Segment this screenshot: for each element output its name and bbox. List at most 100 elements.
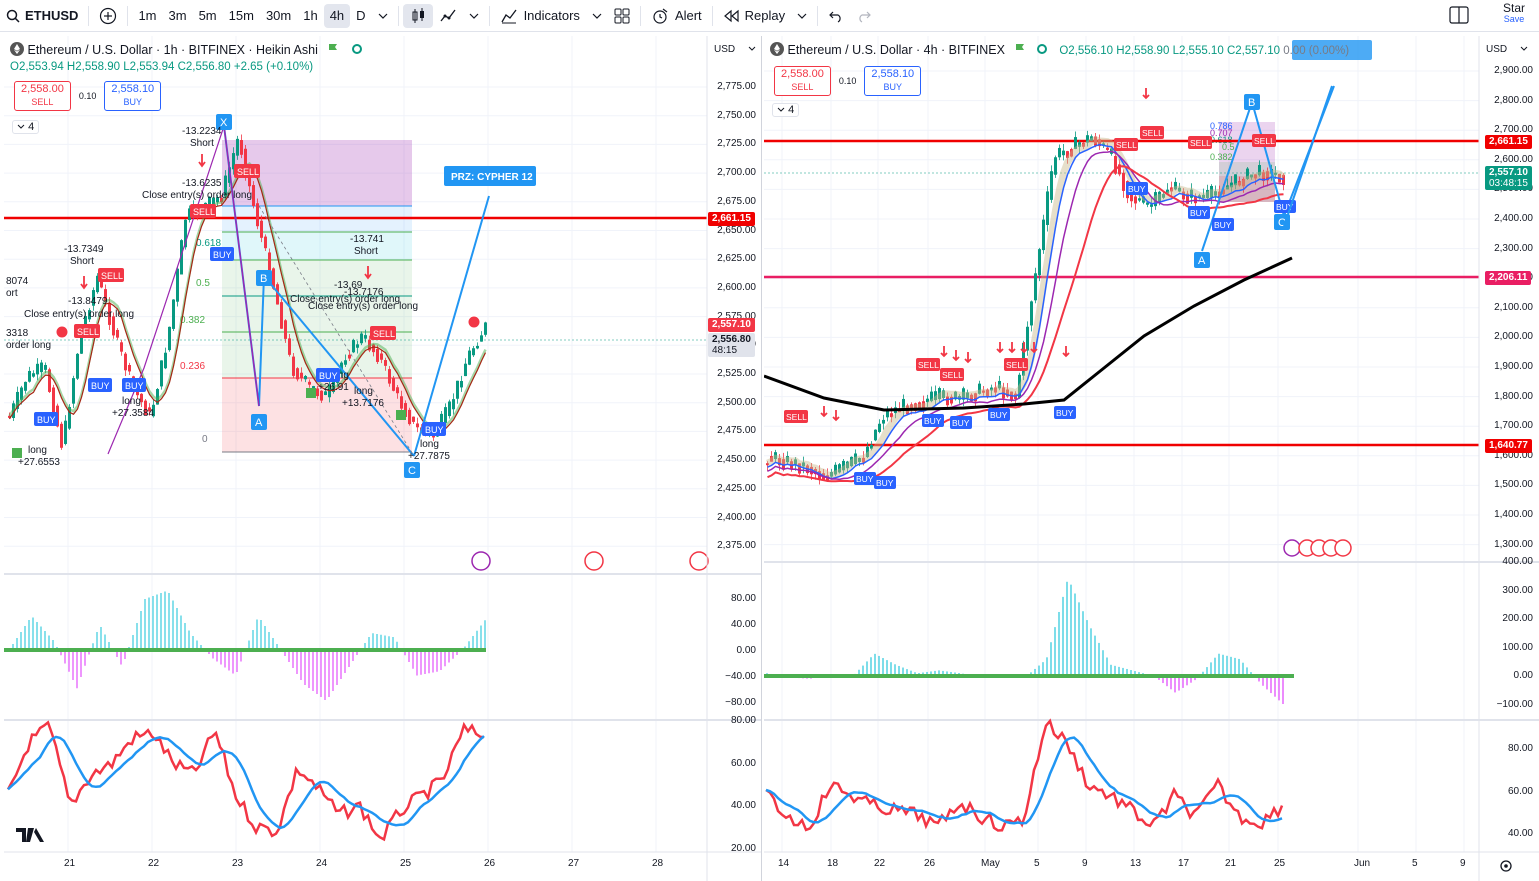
candle: [124, 353, 127, 371]
interval-D[interactable]: D: [350, 0, 371, 32]
flag-icon[interactable]: [1014, 43, 1026, 55]
price-tick: 2,700.00: [1494, 124, 1533, 136]
candle: [922, 401, 925, 408]
histogram-bar: [28, 620, 30, 650]
indicators-dropdown[interactable]: [586, 0, 608, 32]
compare-button[interactable]: [93, 0, 123, 32]
histogram-bar: [412, 650, 414, 669]
candle: [256, 203, 259, 227]
chart-type-candles-button[interactable]: [402, 3, 433, 28]
candle: [1174, 181, 1177, 190]
left-time-axis[interactable]: 21 22 23 24 25 26 27 28: [4, 858, 707, 878]
histogram-bar: [292, 650, 294, 668]
left-chart-canvas[interactable]: 0.618 0.5 0.382 0.236 0 X A B C PRZ: CYP…: [4, 36, 762, 881]
buy-button[interactable]: 2,558.10 BUY: [864, 66, 922, 96]
chart-type-dropdown[interactable]: [463, 0, 485, 32]
sell-button[interactable]: 2,558.00 SELL: [774, 66, 831, 96]
price-tick: 2,375.00: [717, 540, 756, 552]
interval-dropdown[interactable]: [372, 0, 394, 32]
save-button[interactable]: Star Save: [1503, 2, 1525, 25]
candle: [140, 393, 143, 403]
interval-1h[interactable]: 1h: [297, 0, 323, 32]
pattern-point-c[interactable]: C: [404, 462, 420, 478]
support-price-tag: 2,206.11: [1485, 271, 1532, 285]
histogram-bar: [284, 650, 286, 656]
svg-text:PRZ: CYPHER 12: PRZ: CYPHER 12: [451, 172, 533, 183]
annotation: order long: [6, 340, 51, 351]
right-time-axis[interactable]: 14 18 22 26 May 5 9 13 17 21 25 Jun 5 9: [764, 858, 1479, 878]
candle: [850, 456, 853, 467]
candle: [830, 472, 833, 477]
pattern-point-a[interactable]: A: [251, 414, 267, 430]
alert-button[interactable]: Alert: [645, 0, 708, 32]
prz-label[interactable]: PRZ: CYPHER 12: [444, 166, 536, 186]
pattern-point-b[interactable]: B: [1244, 94, 1260, 110]
histogram-bar: [480, 625, 482, 650]
candle: [1122, 172, 1125, 191]
currency-selector[interactable]: USD: [1486, 44, 1528, 55]
templates-button[interactable]: [608, 0, 636, 32]
fullscreen-button[interactable]: [1449, 6, 1469, 27]
histogram-bar: [84, 650, 86, 666]
candle: [1058, 147, 1061, 158]
candle: [1090, 136, 1093, 141]
redo-button[interactable]: [850, 0, 878, 32]
undo-button[interactable]: [822, 0, 850, 32]
replay-dropdown[interactable]: [791, 0, 813, 32]
chart-type-line-button[interactable]: [433, 0, 463, 32]
event-icons[interactable]: [471, 551, 709, 571]
indicator-toggle[interactable]: 4: [12, 120, 40, 134]
candle: [1262, 172, 1265, 181]
right-chart-canvas[interactable]: 0.786 0.707 0.618 0.5 0.382 A B C SELLSE…: [764, 36, 1539, 881]
replay-button[interactable]: Replay: [717, 0, 791, 32]
indicator-toggle[interactable]: 4: [772, 103, 800, 117]
indicators-button[interactable]: Indicators: [494, 0, 586, 32]
candle: [108, 302, 111, 325]
candle: [448, 401, 451, 417]
interval-4h[interactable]: 4h: [323, 3, 351, 28]
annotation: long: [28, 445, 47, 456]
left-trade-panel: 2,558.00 SELL 0.10 2,558.10 BUY: [14, 81, 162, 111]
left-chart-pane[interactable]: 0.618 0.5 0.382 0.236 0 X A B C PRZ: CYP…: [4, 36, 762, 881]
buy-button[interactable]: 2,558.10 BUY: [104, 81, 162, 111]
price-tick: 2,600.00: [717, 281, 756, 293]
rsi-line: [6, 720, 485, 842]
currency-selector[interactable]: USD: [714, 44, 756, 55]
interval-1m[interactable]: 1m: [132, 0, 162, 32]
indicator-count: 4: [788, 104, 795, 116]
interval-3m[interactable]: 3m: [163, 0, 193, 32]
price-tick: 80.00: [730, 593, 756, 604]
histogram-bar: [68, 650, 70, 672]
candle: [316, 388, 319, 397]
left-price-axis[interactable]: 2,775.00 2,750.00 2,725.00 2,700.00 2,675.00…: [707, 36, 761, 881]
candle: [28, 370, 31, 382]
right-chart-legend[interactable]: Ethereum / U.S. Dollar · 4h · BITFINEX O…: [770, 42, 1349, 57]
event-icons[interactable]: [1283, 539, 1352, 557]
left-chart-legend[interactable]: Ethereum / U.S. Dollar · 1h · BITFINEX ·…: [10, 42, 363, 57]
prz-label-partial[interactable]: [1292, 40, 1372, 60]
time-tick: Jun: [1354, 858, 1371, 869]
right-price-axis[interactable]: 2,900.002,800.002,700.002,600.002,500.00…: [1479, 36, 1539, 881]
candle: [72, 378, 75, 404]
histogram-bar: [1270, 676, 1272, 694]
sell-button[interactable]: 2,558.00 SELL: [14, 81, 71, 111]
pattern-point-b[interactable]: B: [256, 270, 272, 286]
candle: [910, 404, 913, 410]
pattern-point-x[interactable]: X: [216, 114, 232, 130]
histogram-bar: [92, 643, 94, 650]
histogram-bar: [1034, 668, 1036, 676]
right-chart-pane[interactable]: 0.786 0.707 0.618 0.5 0.382 A B C SELLSE…: [764, 36, 1539, 881]
candle: [364, 335, 367, 339]
annotation: ort: [6, 288, 18, 299]
flag-icon[interactable]: [327, 43, 339, 55]
buy-marker-label: BUY: [425, 425, 444, 435]
interval-5m[interactable]: 5m: [193, 0, 223, 32]
svg-text:A: A: [255, 417, 263, 429]
interval-30m[interactable]: 30m: [260, 0, 297, 32]
symbol-search[interactable]: ETHUSD: [0, 0, 84, 32]
pattern-point-a[interactable]: A: [1194, 252, 1210, 268]
candle: [798, 463, 801, 474]
interval-15m[interactable]: 15m: [223, 0, 260, 32]
chart-settings-icon[interactable]: [1500, 860, 1512, 872]
candle: [116, 329, 119, 338]
